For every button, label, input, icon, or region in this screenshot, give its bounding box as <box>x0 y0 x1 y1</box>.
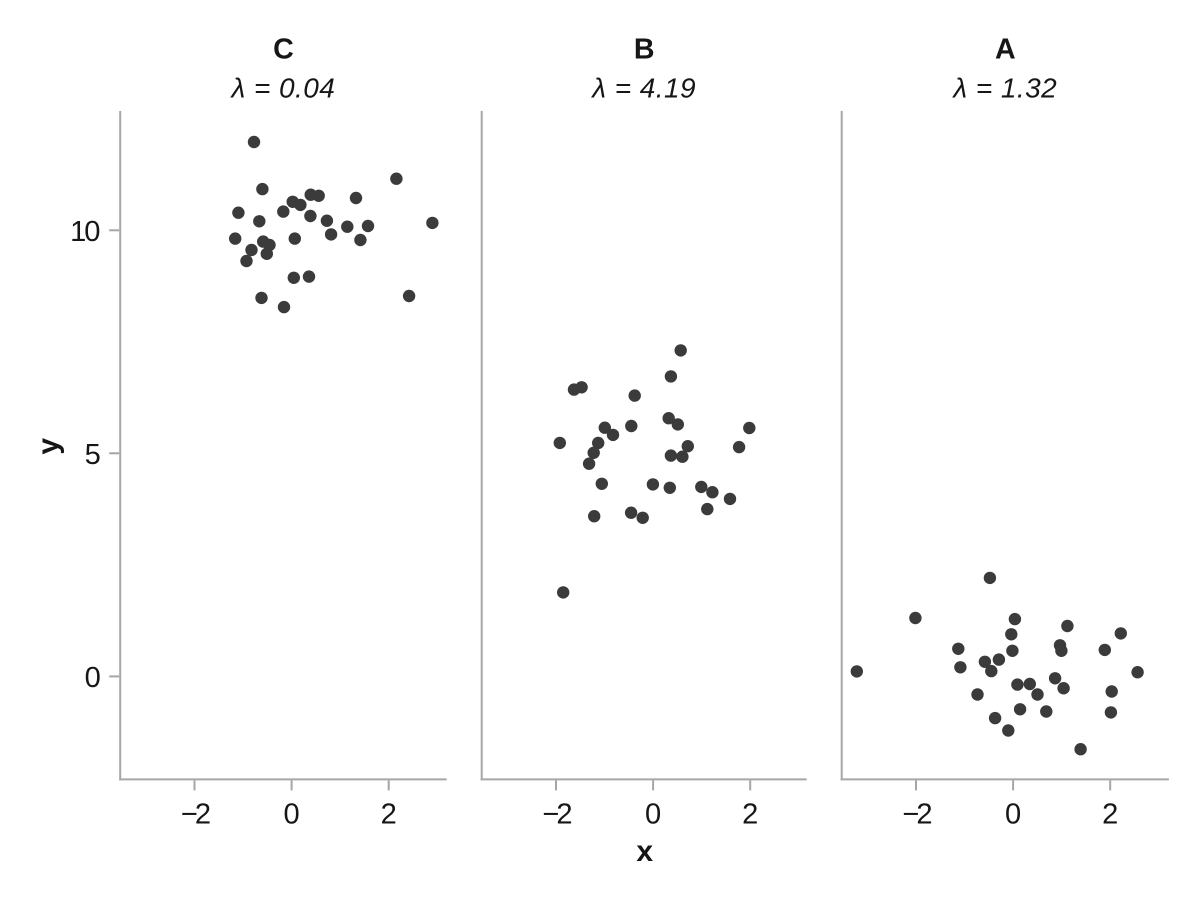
svg-text:0: 0 <box>1005 798 1021 830</box>
svg-text:2: 2 <box>742 798 758 830</box>
svg-text:−2: −2 <box>542 798 571 830</box>
svg-text:y: y <box>32 438 65 455</box>
svg-text:2: 2 <box>381 798 397 830</box>
svg-text:−2: −2 <box>902 798 931 830</box>
svg-text:5: 5 <box>85 439 101 471</box>
svg-text:0: 0 <box>85 662 101 694</box>
svg-text:2: 2 <box>1102 798 1118 830</box>
svg-text:10: 10 <box>70 216 100 248</box>
svg-text:λ = 0.04: λ = 0.04 <box>230 73 336 104</box>
svg-text:x: x <box>636 835 653 868</box>
svg-text:λ = 1.32: λ = 1.32 <box>951 73 1057 104</box>
svg-text:C: C <box>273 34 294 66</box>
svg-text:−2: −2 <box>181 798 210 830</box>
svg-text:B: B <box>634 34 655 66</box>
svg-text:0: 0 <box>284 798 300 830</box>
svg-text:λ = 4.19: λ = 4.19 <box>590 73 696 104</box>
svg-text:A: A <box>995 34 1016 66</box>
svg-text:0: 0 <box>645 798 661 830</box>
